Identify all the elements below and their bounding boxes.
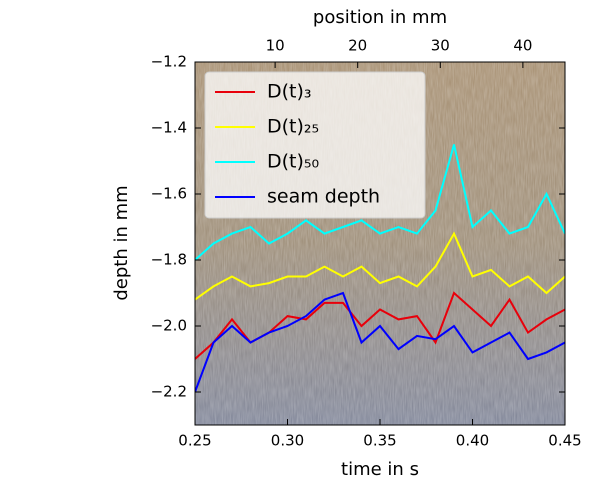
x-tick-label: 0.30 [271, 432, 304, 450]
y-axis-label: depth in mm [111, 185, 132, 300]
x-axis-label: time in s [341, 459, 419, 480]
series-line [195, 144, 565, 261]
y-tick-label: −1.6 [151, 185, 187, 203]
x-tick-label: 0.45 [548, 432, 581, 450]
x2-tick-label: 20 [348, 37, 367, 55]
legend-label: D(t)₂₅ [267, 116, 319, 138]
y-tick-label: −1.2 [151, 53, 187, 71]
x2-axis-label: position in mm [313, 7, 447, 28]
x2-tick-label: 10 [266, 37, 285, 55]
x-tick-label: 0.40 [456, 432, 489, 450]
x2-tick-label: 30 [431, 37, 450, 55]
series-line [195, 291, 565, 393]
y-tick-label: −1.8 [151, 251, 187, 269]
legend-label: D(t)₅₀ [267, 151, 319, 173]
x-tick-label: 0.35 [363, 432, 396, 450]
legend-label: D(t)₃ [267, 81, 312, 103]
y-tick-label: −2.0 [151, 317, 187, 335]
legend-box [204, 71, 426, 219]
legend-label: seam depth [267, 186, 380, 208]
x-tick-label: 0.25 [178, 432, 211, 450]
x2-tick-label: 40 [513, 37, 532, 55]
y-tick-label: −2.2 [151, 383, 187, 401]
y-tick-label: −1.4 [151, 119, 187, 137]
series-line [195, 231, 565, 301]
